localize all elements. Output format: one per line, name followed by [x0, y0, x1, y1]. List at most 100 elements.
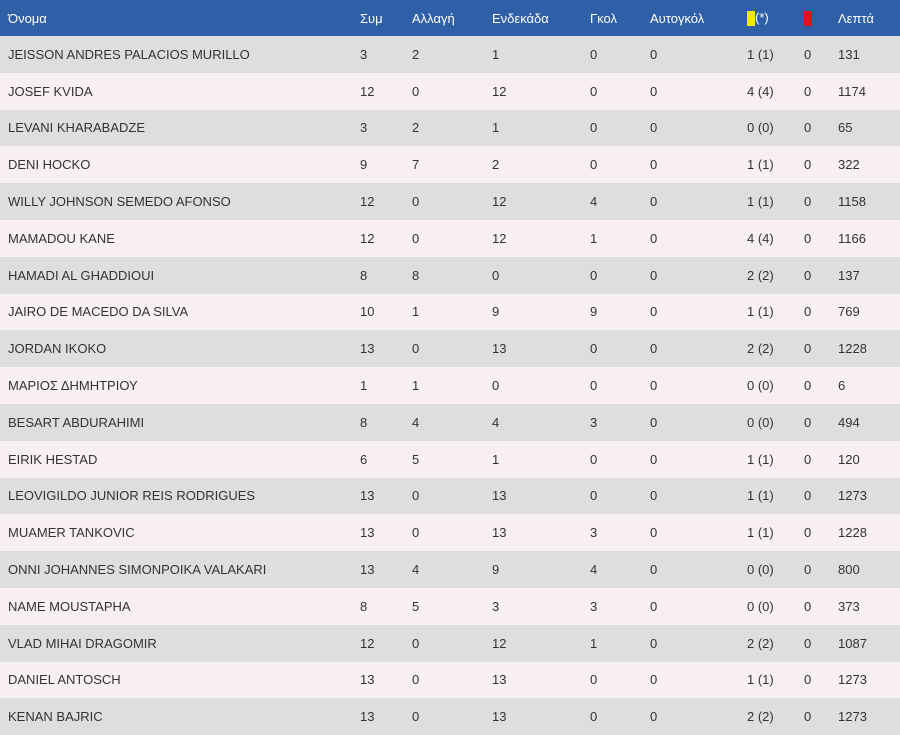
table-row[interactable]: LEVANI KHARABADZE 3 2 1 0 0 0 (0) 0 65 — [0, 109, 900, 147]
col-header-minutes[interactable]: Λεπτά — [838, 10, 874, 26]
cell-subs: 2 — [412, 46, 420, 62]
cell-name: JOSEF KVIDA — [8, 83, 93, 99]
cell-red-cards: 0 — [804, 635, 812, 651]
cell-goals: 0 — [590, 378, 598, 394]
cell-starts: 9 — [492, 304, 500, 320]
col-header-apps[interactable]: Συμ — [360, 10, 383, 26]
col-header-yellow-cards[interactable]: (*) — [747, 0, 804, 36]
cell-apps: 13 — [360, 709, 375, 725]
table-row[interactable]: ΜΑΡΙΟΣ ΔΗΜΗΤΡΙΟΥ 1 1 0 0 0 0 (0) 0 6 — [0, 367, 900, 404]
table-row[interactable]: EIRIK HESTAD 6 5 1 0 0 1 (1) 0 120 — [0, 440, 900, 478]
cell-goals: 0 — [590, 672, 598, 688]
cell-name: JORDAN IKOKO — [8, 341, 107, 357]
table-row[interactable]: JAIRO DE MACEDO DA SILVA 10 1 9 9 0 1 (1) 0 769 — [0, 293, 900, 331]
cell-minutes: 6 — [838, 378, 846, 394]
yellow-suffix: (*) — [755, 9, 769, 25]
cell-own-goals: 0 — [650, 157, 658, 173]
table-row[interactable]: JEISSON ANDRES PALACIOS MURILLO 3 2 1 0 0 1 (1… — [0, 36, 900, 73]
col-header-subs[interactable]: Αλλαγή — [412, 10, 455, 26]
cell-starts: 3 — [492, 598, 500, 614]
cell-starts: 12 — [492, 83, 507, 99]
col-header-red-cards[interactable] — [804, 0, 838, 36]
cell-name: DANIEL ANTOSCH — [8, 672, 121, 688]
table-row[interactable]: WILLY JOHNSON SEMEDO AFONSO 12 0 12 4 0 1 (1) 0… — [0, 183, 900, 220]
col-header-name[interactable]: Όνομα — [8, 10, 47, 26]
cell-apps: 8 — [360, 267, 368, 283]
cell-minutes: 373 — [838, 598, 860, 614]
cell-yellow-cards: 1 (1) — [747, 157, 774, 173]
cell-goals: 3 — [590, 414, 598, 430]
cell-minutes: 1273 — [838, 709, 867, 725]
cell-name: ΜΑΡΙΟΣ ΔΗΜΗΤΡΙΟΥ — [8, 378, 138, 394]
cell-subs: 1 — [412, 378, 420, 394]
cell-red-cards: 0 — [804, 672, 812, 688]
cell-minutes: 1158 — [838, 194, 866, 210]
cell-name: LEVANI KHARABADZE — [8, 120, 146, 136]
cell-starts: 1 — [492, 46, 500, 62]
cell-name: KENAN BAJRIC — [8, 709, 103, 725]
cell-own-goals: 0 — [650, 525, 658, 541]
cell-name: VLAD MIHAI DRAGOMIR — [8, 635, 157, 651]
cell-subs: 5 — [412, 598, 420, 614]
cell-yellow-cards: 0 (0) — [747, 598, 774, 614]
cell-minutes: 1228 — [838, 525, 867, 541]
cell-apps: 13 — [360, 525, 375, 541]
cell-subs: 4 — [412, 414, 420, 430]
cell-subs: 0 — [412, 635, 420, 651]
cell-apps: 8 — [360, 414, 368, 430]
table-row[interactable]: NAME MOUSTAPHA 8 5 3 3 0 0 (0) 0 373 — [0, 587, 900, 625]
cell-red-cards: 0 — [804, 488, 812, 504]
table-row[interactable]: ONNI JOHANNES SIMONPOIKA VALAKARI 13 4 9 4 0 0… — [0, 551, 900, 588]
cell-own-goals: 0 — [650, 488, 658, 504]
cell-own-goals: 0 — [650, 304, 658, 320]
col-header-goals[interactable]: Γκολ — [590, 10, 617, 26]
table-row[interactable]: DANIEL ANTOSCH 13 0 13 0 0 1 (1) 0 1273 — [0, 661, 900, 699]
cell-red-cards: 0 — [804, 83, 812, 99]
cell-subs: 8 — [412, 267, 420, 283]
cell-yellow-cards: 2 (2) — [747, 341, 774, 357]
cell-yellow-cards: 4 (4) — [747, 83, 774, 99]
col-header-own-goals[interactable]: Αυτογκόλ — [650, 10, 705, 26]
cell-goals: 4 — [590, 194, 598, 210]
cell-minutes: 1273 — [838, 488, 867, 504]
cell-own-goals: 0 — [650, 451, 658, 467]
yellow-card-icon — [747, 11, 755, 27]
cell-subs: 0 — [412, 525, 420, 541]
cell-own-goals: 0 — [650, 267, 658, 283]
cell-apps: 9 — [360, 157, 368, 173]
cell-own-goals: 0 — [650, 672, 658, 688]
cell-own-goals: 0 — [650, 562, 658, 578]
cell-minutes: 65 — [838, 120, 853, 136]
cell-yellow-cards: 2 (2) — [747, 709, 774, 725]
cell-subs: 7 — [412, 157, 420, 173]
table-row[interactable]: BESART ABDURAHIMI 8 4 4 3 0 0 (0) 0 494 — [0, 403, 900, 441]
table-row[interactable]: MUAMER TANKOVIC 13 0 13 3 0 1 (1) 0 1228 — [0, 514, 900, 552]
table-row[interactable]: KENAN BAJRIC 13 0 13 0 0 2 (2) 0 1273 — [0, 698, 900, 735]
table-row[interactable]: MAMADOU KANE 12 0 12 1 0 4 (4) 0 1166 — [0, 219, 900, 257]
cell-goals: 0 — [590, 451, 598, 467]
cell-red-cards: 0 — [804, 598, 812, 614]
table-row[interactable]: VLAD MIHAI DRAGOMIR 12 0 12 1 0 2 (2) 0 1087 — [0, 624, 900, 662]
cell-yellow-cards: 0 (0) — [747, 562, 774, 578]
cell-goals: 0 — [590, 46, 598, 62]
table-row[interactable]: JORDAN IKOKO 13 0 13 0 0 2 (2) 0 1228 — [0, 330, 900, 368]
table-row[interactable]: JOSEF KVIDA 12 0 12 0 0 4 (4) 0 1174 — [0, 72, 900, 110]
cell-goals: 0 — [590, 709, 598, 725]
cell-name: MAMADOU KANE — [8, 230, 115, 246]
table-row[interactable]: HAMADI AL GHADDIOUI 8 8 0 0 0 2 (2) 0 137 — [0, 256, 900, 294]
red-card-icon — [804, 11, 812, 27]
table-row[interactable]: LEOVIGILDO JUNIOR REIS RODRIGUES 13 0 13 0 0 1… — [0, 477, 900, 515]
cell-starts: 4 — [492, 414, 500, 430]
cell-goals: 0 — [590, 120, 598, 136]
cell-apps: 8 — [360, 598, 368, 614]
cell-minutes: 120 — [838, 451, 860, 467]
cell-starts: 13 — [492, 709, 507, 725]
table-row[interactable]: DENI HOCKO 9 7 2 0 0 1 (1) 0 322 — [0, 146, 900, 184]
cell-goals: 3 — [590, 525, 598, 541]
cell-starts: 12 — [492, 230, 507, 246]
col-header-starts[interactable]: Ενδεκάδα — [492, 10, 549, 26]
cell-red-cards: 0 — [804, 230, 812, 246]
cell-apps: 12 — [360, 194, 375, 210]
cell-goals: 0 — [590, 157, 598, 173]
cell-name: HAMADI AL GHADDIOUI — [8, 267, 155, 283]
